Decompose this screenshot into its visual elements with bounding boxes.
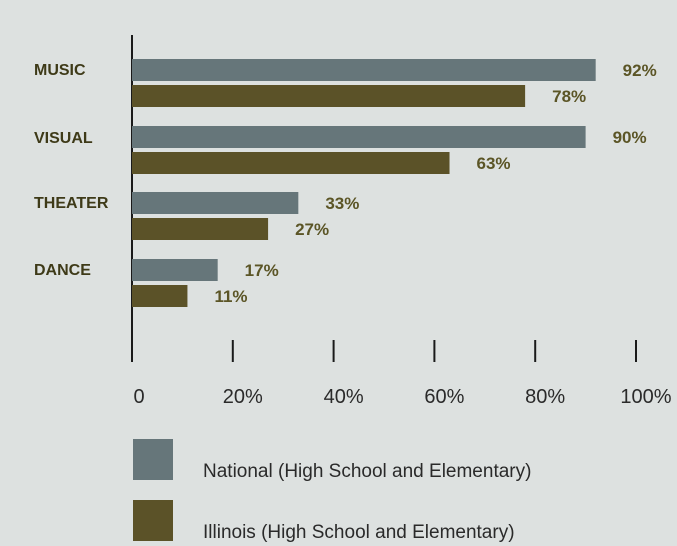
x-tick-label-20: 20% (223, 386, 263, 408)
x-tick-label-80: 80% (525, 386, 565, 408)
value-label-dance-national: 17% (245, 261, 279, 280)
bar-visual-illinois (132, 152, 450, 174)
bar-music-national (132, 59, 596, 81)
x-tick-label-100: 100% (620, 386, 671, 408)
bar-dance-illinois (132, 285, 188, 307)
value-label-music-national: 92% (623, 61, 657, 80)
x-tick-label-40: 40% (324, 386, 364, 408)
value-label-theater-national: 33% (325, 194, 359, 213)
value-label-visual-illinois: 63% (477, 154, 511, 173)
x-tick-labels: 0 20% 40% 60% 80% 100% (133, 386, 671, 408)
bar-visual-national (132, 126, 586, 148)
x-tick-label-0: 0 (133, 386, 144, 408)
bar-theater-national (132, 192, 299, 214)
legend-label-national: National (High School and Elementary) (203, 461, 531, 482)
legend-swatch-national (133, 439, 173, 480)
legend-label-illinois: Illinois (High School and Elementary) (203, 522, 515, 543)
category-label-dance: DANCE (34, 262, 91, 279)
x-ticks (131, 340, 637, 362)
legend: National (High School and Elementary) Il… (133, 439, 531, 543)
category-label-theater: THEATER (34, 195, 109, 212)
value-label-dance-illinois: 11% (214, 287, 247, 306)
legend-swatch-illinois (133, 500, 173, 541)
value-label-visual-national: 90% (613, 128, 647, 147)
x-tick-label-60: 60% (424, 386, 464, 408)
value-labels: 92% 78% 90% 63% 33% 27% 17% 11% (214, 61, 656, 306)
value-label-theater-illinois: 27% (295, 220, 329, 239)
bar-dance-national (132, 259, 218, 281)
bar-music-illinois (132, 85, 526, 107)
value-label-music-illinois: 78% (552, 87, 586, 106)
category-label-visual: VISUAL (34, 130, 93, 147)
category-label-music: MUSIC (34, 62, 86, 79)
category-labels: MUSIC VISUAL THEATER DANCE (34, 62, 109, 279)
bar-theater-illinois (132, 218, 269, 240)
bars (132, 59, 596, 307)
